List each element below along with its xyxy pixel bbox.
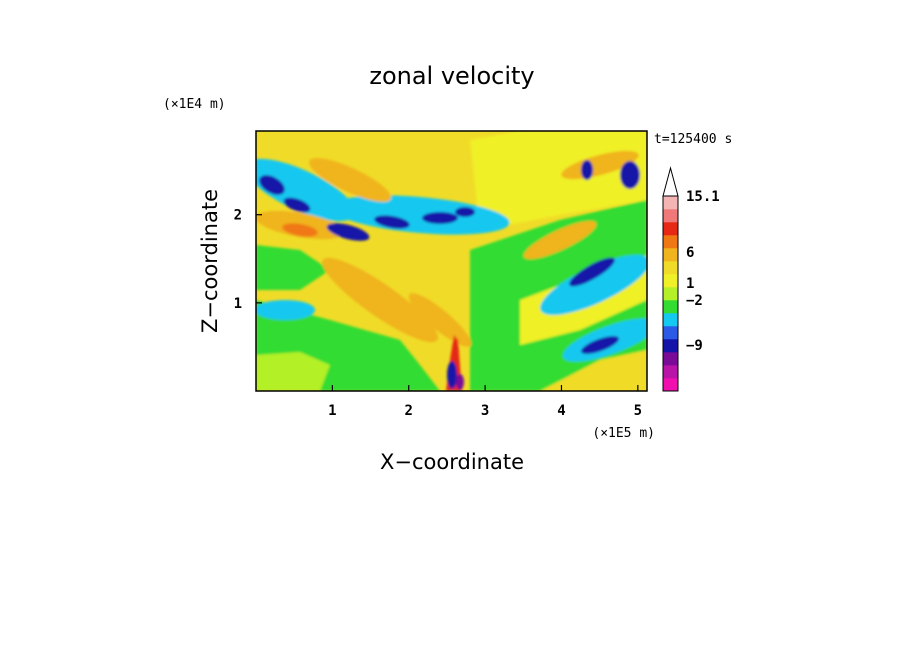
colorbar-label: 15.1 [686, 189, 720, 205]
core-blue-5 [422, 212, 458, 224]
heatmap-field [256, 131, 647, 391]
band-orange-lower [408, 293, 472, 347]
core-blue-1 [259, 175, 285, 195]
band-orange-diagonal [321, 257, 439, 343]
x-scale-label: (×1E5 m) [592, 426, 655, 441]
colorbar-label: −2 [686, 293, 703, 309]
y-axis-label: Z−coordinate [198, 189, 222, 333]
y-tick-label: 1 [234, 296, 242, 312]
plot-frame [255, 130, 648, 392]
colorbar-label: 1 [686, 276, 694, 292]
y-scale-label: (×1E4 m) [163, 97, 226, 112]
source-negative-outer [456, 374, 464, 390]
colorbar-swatch [663, 365, 678, 379]
colorbar-swatch [663, 313, 678, 327]
x-tick-label: 2 [405, 403, 413, 419]
source-negative-core [447, 361, 457, 389]
core-blue-right-3 [620, 161, 640, 189]
colorbar-swatch [663, 222, 678, 236]
band-cyan-upper-mid [330, 195, 510, 235]
colorbar-swatch [663, 274, 678, 288]
core-blue-4 [374, 215, 410, 229]
colorbar-swatch [663, 352, 678, 366]
core-blue-6 [455, 207, 475, 217]
colorbar-swatch [663, 248, 678, 262]
y-axis: 12 [234, 208, 262, 312]
x-tick-label: 3 [481, 403, 489, 419]
core-blue-right-4 [581, 160, 593, 180]
x-tick-label: 4 [557, 403, 565, 419]
band-cyan-right [540, 254, 647, 316]
colorbar-swatch [663, 261, 678, 275]
colorbar-swatch [663, 287, 678, 301]
colorbar-swatch [663, 235, 678, 249]
x-axis: 1 2 3 4 5 [328, 385, 642, 419]
colorbar-label: 6 [686, 245, 694, 261]
band-cyan-left [256, 300, 315, 320]
band-orange-upperright [561, 150, 639, 180]
band-cyan-upper-left [256, 158, 356, 222]
region-green-left [256, 245, 330, 290]
core-blue-3 [326, 223, 370, 241]
colorbar-swatch [663, 300, 678, 314]
colorbar-label: −9 [686, 338, 703, 354]
chart-title: zonal velocity [369, 62, 534, 90]
colorbar-swatch [663, 196, 678, 210]
colorbar-swatch [663, 339, 678, 353]
colorbar-extend-arrow [662, 166, 679, 197]
time-label: t=125400 s [654, 132, 732, 147]
x-tick-label: 1 [328, 403, 336, 419]
colorbar-swatch [663, 209, 678, 223]
region-lime-corner [256, 352, 330, 391]
core-blue-right-1 [569, 257, 615, 287]
x-axis-label: X−coordinate [380, 450, 524, 474]
colorbar-swatch [663, 326, 678, 340]
x-tick-label: 5 [634, 403, 642, 419]
y-tick-label: 2 [234, 208, 242, 224]
colorbar: 15.1 6 1−2 −9 [662, 166, 720, 392]
field-shapes [256, 131, 647, 391]
band-orange-upper [308, 158, 392, 202]
core-blue-2 [283, 197, 311, 213]
band-deeporange-left [282, 223, 318, 237]
band-orange-right [523, 220, 597, 260]
colorbar-swatch [663, 378, 678, 392]
core-blue-right-2 [581, 336, 619, 354]
region-yellow-bottomright [540, 350, 647, 391]
